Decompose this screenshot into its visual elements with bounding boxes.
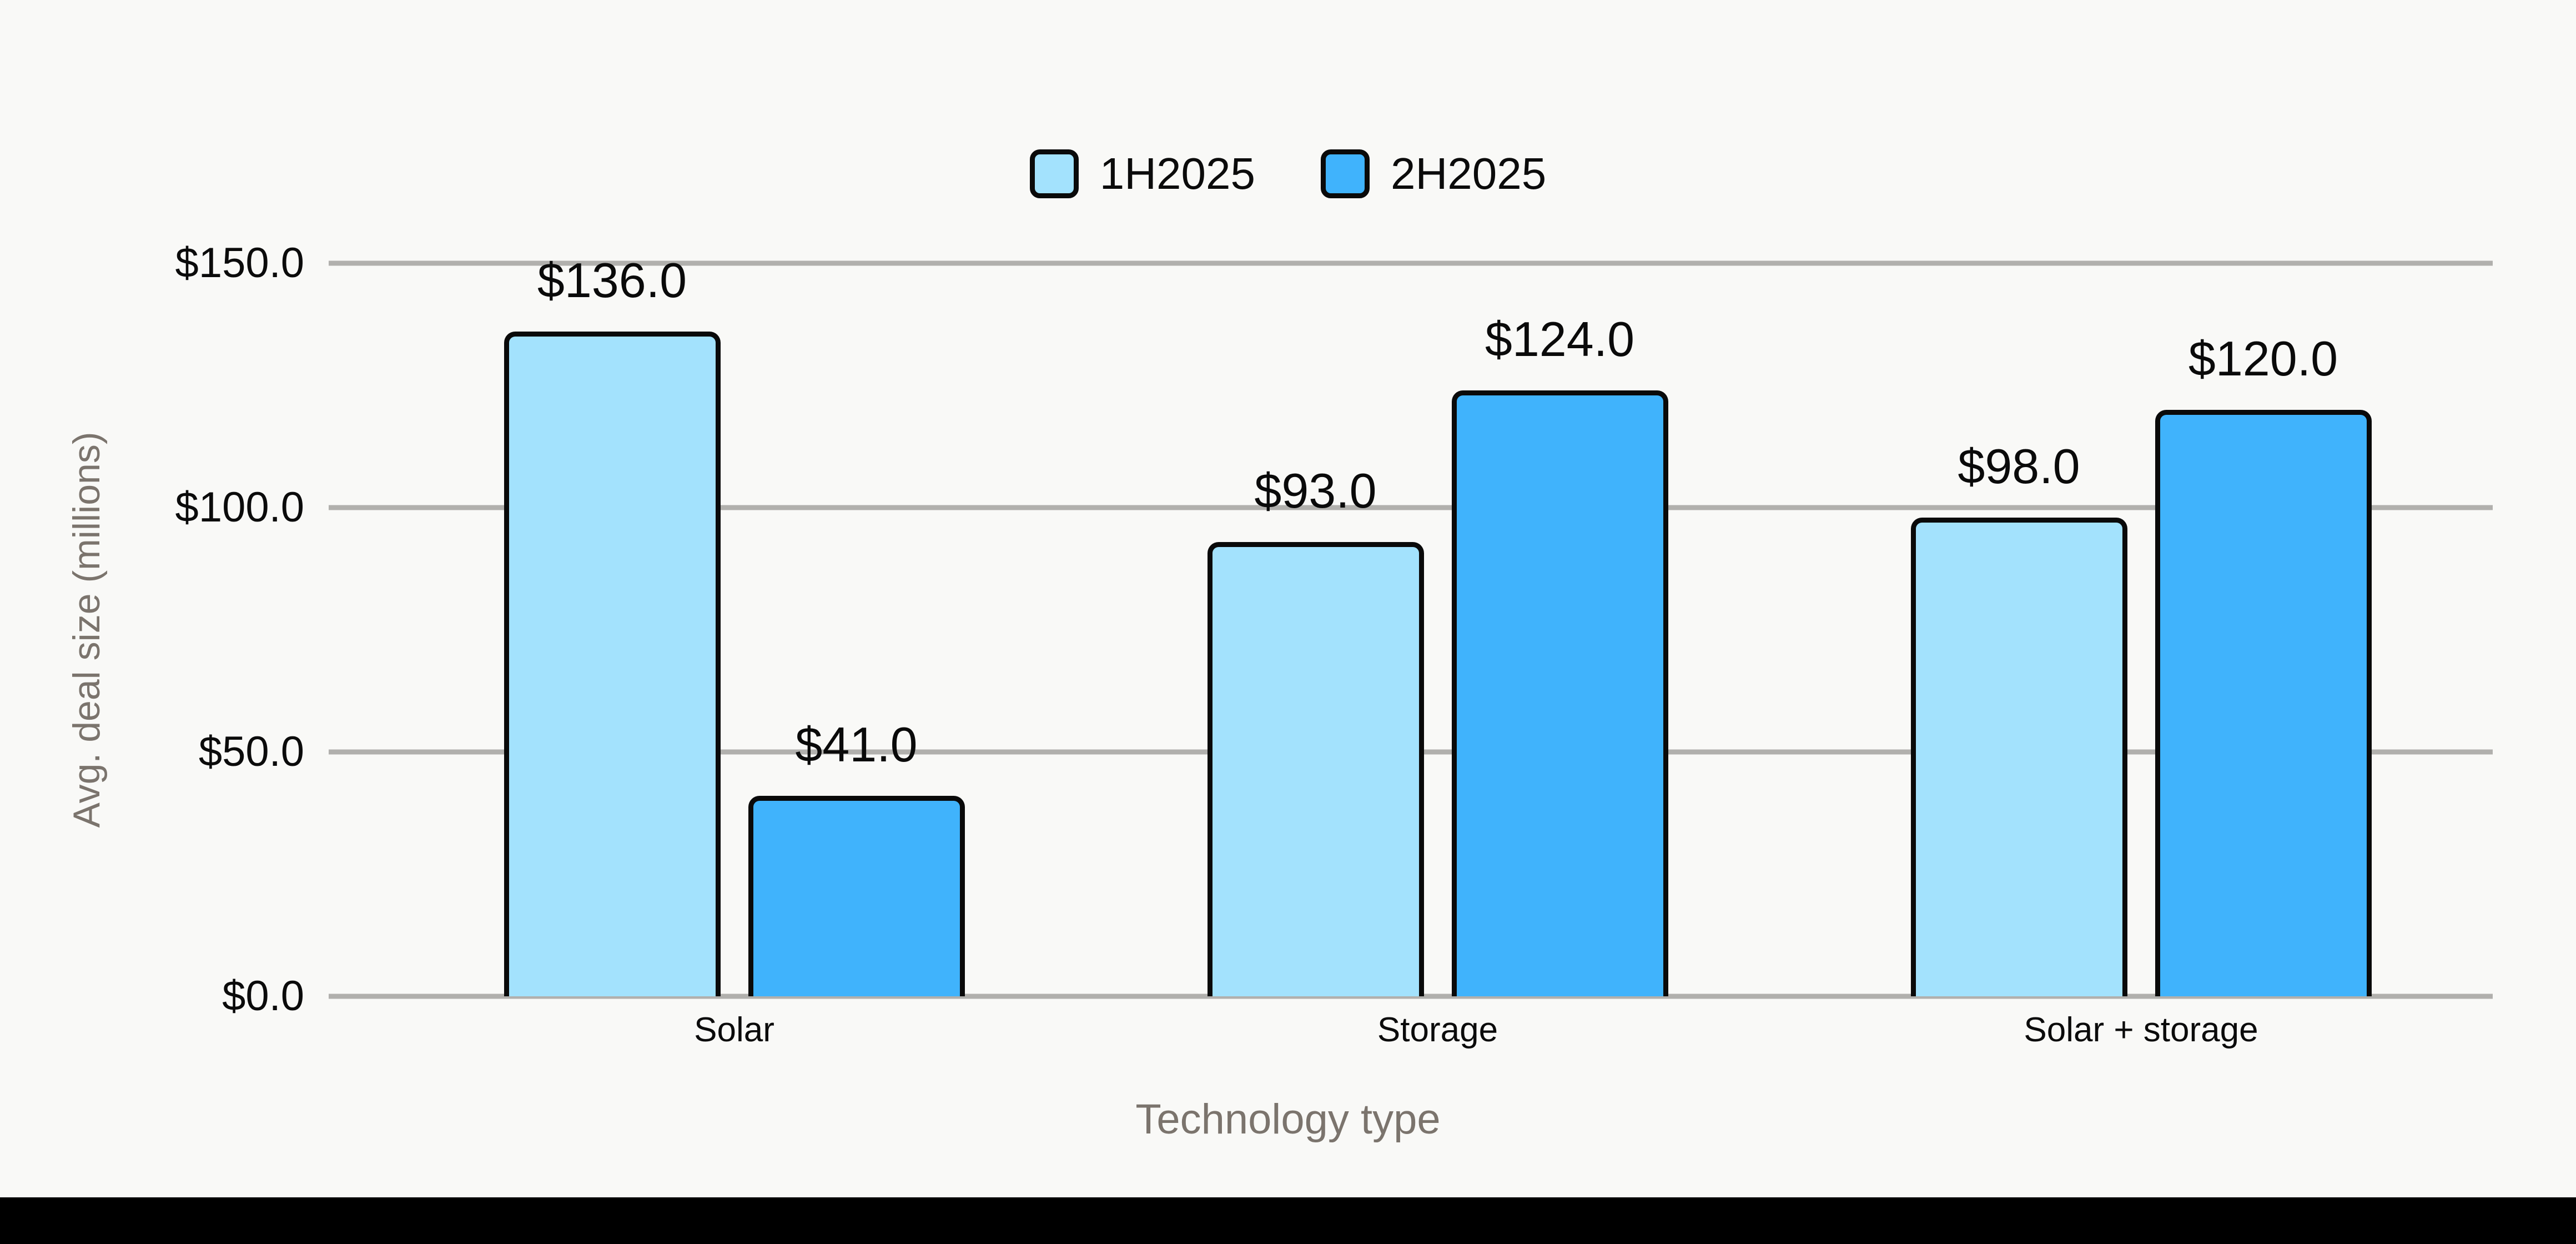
bar-wrap: $136.0 (504, 256, 721, 996)
category-label-solar: Solar (694, 1011, 774, 1049)
gridline-0 (329, 994, 2493, 999)
bar-2h2025-storage (1451, 390, 1668, 996)
legend-item-2h2025: 2H2025 (1321, 149, 1546, 198)
bar-group-solar-storage: $98.0 $120.0 (1789, 263, 2493, 996)
footer-bar (0, 1197, 2576, 1244)
y-tick-label: $0.0 (222, 972, 304, 1020)
legend-swatch-1h2025 (1029, 149, 1079, 198)
bar-wrap: $98.0 (1910, 438, 2127, 996)
bar-1h2025-solar-storage (1910, 517, 2127, 996)
legend: 1H2025 2H2025 (0, 143, 2576, 204)
y-tick-label: $150.0 (175, 239, 304, 287)
bar-wrap: $120.0 (2155, 334, 2372, 996)
bar-wrap: $124.0 (1451, 311, 1668, 996)
gridline-150 (329, 260, 2493, 266)
bar-group-solar: $136.0 $41.0 (383, 256, 1086, 996)
legend-swatch-2h2025 (1321, 149, 1370, 198)
legend-item-1h2025: 1H2025 (1029, 149, 1255, 198)
legend-label: 2H2025 (1391, 149, 1547, 198)
bar-value-label: $41.0 (795, 717, 918, 773)
gridline-100 (329, 505, 2493, 510)
y-tick-label: $100.0 (175, 484, 304, 531)
bar-value-label: $136.0 (537, 253, 687, 308)
category-label-storage: Storage (1377, 1011, 1498, 1049)
bar-2h2025-solar (748, 796, 965, 996)
category-label-solar-storage: Solar + storage (2024, 1011, 2258, 1049)
bar-value-label: $120.0 (2188, 331, 2338, 386)
bar-group-storage: $93.0 $124.0 (1086, 263, 1789, 996)
bar-2h2025-solar-storage (2155, 410, 2372, 996)
bar-wrap: $41.0 (748, 720, 965, 996)
bar-value-label: $93.0 (1254, 463, 1377, 518)
bar-wrap: $93.0 (1207, 463, 1424, 996)
x-axis-category-labels: Solar Storage Solar + storage (329, 1013, 2493, 1047)
bar-1h2025-solar (504, 332, 721, 996)
plot-area: $136.0 $41.0 $93.0 $124.0 $98.0 $120.0 (329, 256, 2493, 999)
bar-1h2025-storage (1207, 541, 1424, 996)
bar-groups: $136.0 $41.0 $93.0 $124.0 $98.0 $120.0 (329, 256, 2493, 996)
y-axis-title: Avg. deal size (millions) (66, 432, 108, 828)
x-axis-title: Technology type (1135, 1096, 1441, 1143)
bar-value-label: $124.0 (1485, 311, 1635, 367)
y-tick-label: $50.0 (198, 728, 304, 775)
bar-value-label: $98.0 (1958, 438, 2080, 494)
legend-label: 1H2025 (1099, 149, 1255, 198)
